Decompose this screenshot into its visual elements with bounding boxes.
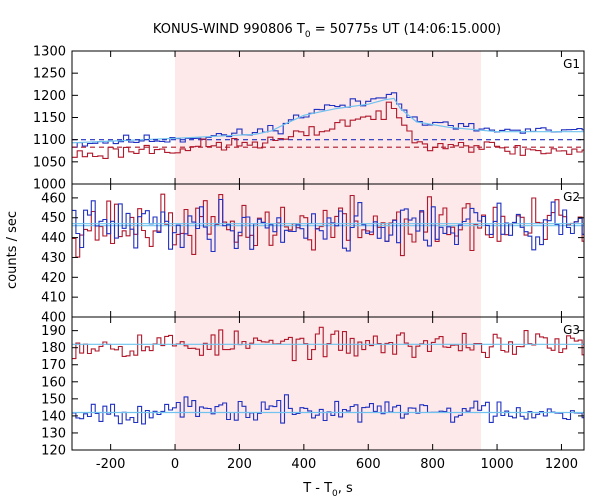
chart-title: KONUS-WIND 990806 T0 = 50775s UT (14:06:… <box>153 22 501 40</box>
y-tick-label: 130 <box>41 426 66 441</box>
series-red-g3 <box>72 326 584 362</box>
y-tick-label: 1100 <box>33 133 66 148</box>
y-tick-label: 1250 <box>33 67 66 82</box>
panel-label-g1: G1 <box>563 57 580 71</box>
y-tick-label: 150 <box>41 392 66 407</box>
y-tick-label: 410 <box>41 291 66 306</box>
y-tick-label: 160 <box>41 375 66 390</box>
x-tick-label: 1200 <box>545 457 578 472</box>
x-tick-label: -200 <box>96 457 126 472</box>
y-tick-label: 1200 <box>33 89 66 104</box>
panel-series <box>72 92 584 159</box>
y-tick-label: 400 <box>41 311 66 326</box>
fit-line-blue-g1 <box>72 97 584 144</box>
y-tick-label: 140 <box>41 409 66 424</box>
y-tick-label: 190 <box>41 324 66 339</box>
panel-g2: 400 410 420 430 440 450 460 G2 <box>41 183 585 326</box>
y-axis-title: counts / sec <box>5 211 20 289</box>
y-tick-label: 1050 <box>33 155 66 170</box>
y-tick-label: 120 <box>41 444 66 459</box>
y-tick-label: 170 <box>41 358 66 373</box>
y-tick-label: 1300 <box>33 45 66 60</box>
series-blue-g2 <box>72 198 584 253</box>
y-tick-label: 440 <box>41 231 66 246</box>
panel-series <box>72 193 584 258</box>
x-axis-title: T - T0, s <box>302 481 353 499</box>
x-tick-label: 400 <box>291 457 316 472</box>
panel-g3: 120 130 140 150 160 170 180 190 G3 <box>41 316 585 459</box>
x-tick-label: 1000 <box>481 457 514 472</box>
x-tick-label: 200 <box>227 457 252 472</box>
panel-series <box>72 326 584 425</box>
y-tick-label: 180 <box>41 341 66 356</box>
panel-g1: 1000 1050 1100 1150 1200 1250 1300 G1 <box>33 45 585 193</box>
burst-interval-shade <box>175 51 481 450</box>
y-tick-label: 420 <box>41 271 66 286</box>
x-tick-label: 0 <box>171 457 179 472</box>
panel-label-g2: G2 <box>563 190 580 204</box>
y-tick-label: 460 <box>41 191 66 206</box>
panel-label-g3: G3 <box>563 323 580 337</box>
y-tick-label: 1150 <box>33 111 66 126</box>
y-tick-label: 450 <box>41 211 66 226</box>
panel-frame <box>71 316 585 451</box>
x-tick-label: 600 <box>356 457 381 472</box>
y-tick-label: 1000 <box>33 178 66 193</box>
x-tick-label: 800 <box>420 457 445 472</box>
plot-area: 1000105011001150120012501300G14004104204… <box>33 45 585 472</box>
y-tick-label: 430 <box>41 251 66 266</box>
